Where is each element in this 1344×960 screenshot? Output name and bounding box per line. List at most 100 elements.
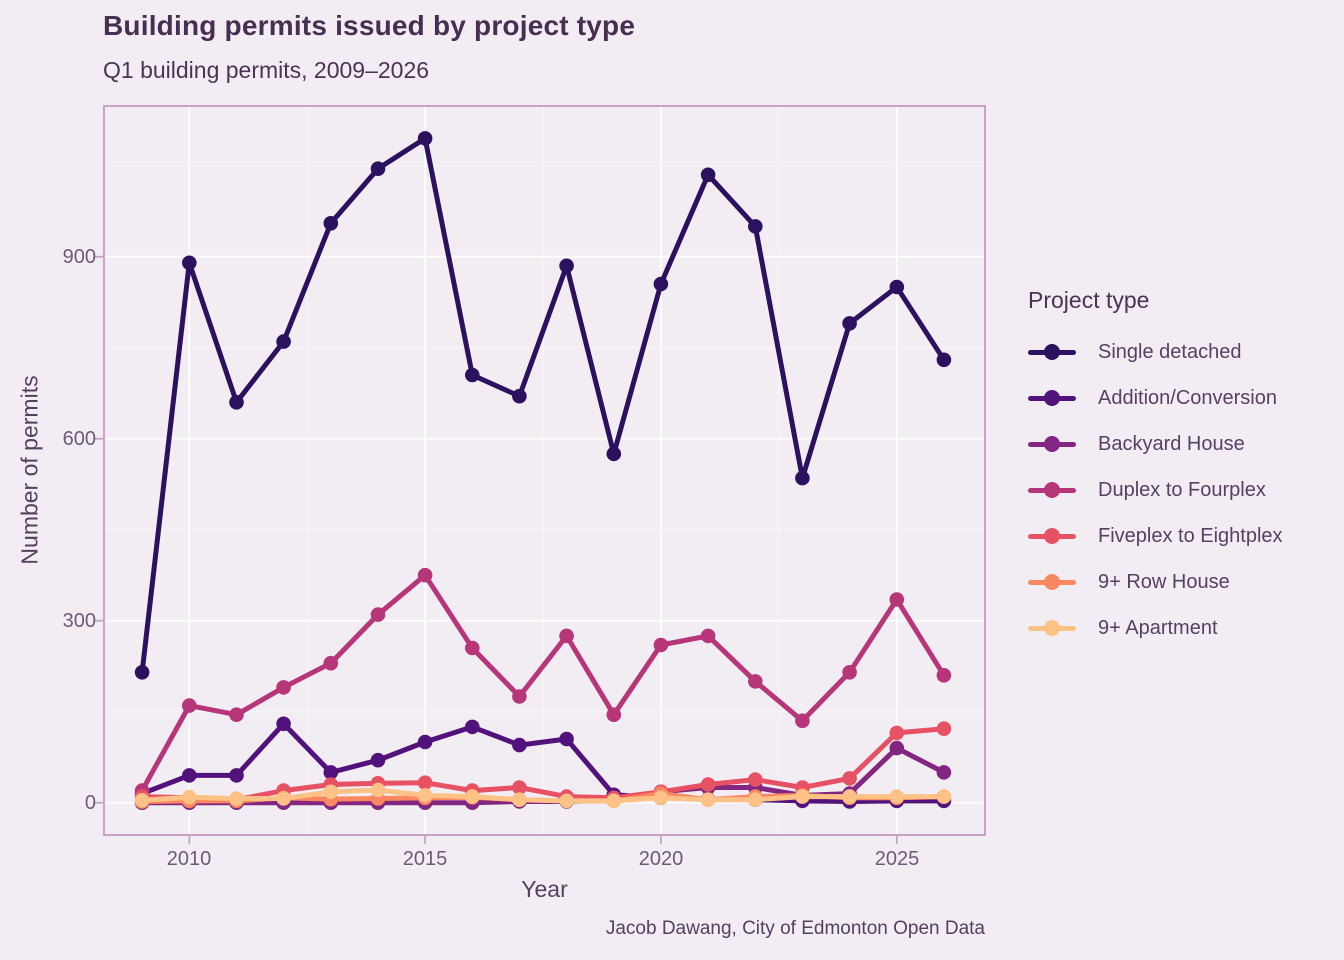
x-tick-label-2010: 2010 xyxy=(166,848,212,870)
data-point xyxy=(229,707,244,722)
data-point xyxy=(417,567,433,583)
data-point xyxy=(653,790,669,806)
y-tick-label-600: 600 xyxy=(62,428,96,450)
legend-dot-icon xyxy=(1044,528,1060,544)
data-point xyxy=(889,725,905,741)
data-point xyxy=(323,784,339,800)
data-point xyxy=(229,791,244,806)
data-point xyxy=(559,793,574,809)
data-point xyxy=(417,734,433,750)
series-line-9-apartment xyxy=(139,787,947,804)
data-point xyxy=(417,131,433,146)
data-point xyxy=(842,316,857,331)
data-point xyxy=(182,698,197,713)
data-point xyxy=(134,793,150,808)
data-point xyxy=(936,765,952,780)
chart-title: Building permits issued by project type xyxy=(103,10,636,41)
data-point xyxy=(465,640,480,656)
data-point xyxy=(936,721,952,736)
legend-dot-icon xyxy=(1044,482,1060,498)
legend-item-label: Fiveplex to Eightplex xyxy=(1098,524,1283,547)
legend-dot-icon xyxy=(1044,620,1060,636)
data-point xyxy=(748,792,763,807)
legend-item-label: Single detached xyxy=(1098,340,1242,363)
data-point xyxy=(465,719,480,735)
data-point xyxy=(512,780,527,795)
data-point xyxy=(370,161,386,176)
x-tick-label-2025: 2025 xyxy=(874,848,920,870)
data-point xyxy=(276,791,291,806)
data-point xyxy=(606,793,622,809)
data-point xyxy=(417,788,433,803)
series-line-single-detached xyxy=(139,135,947,675)
y-tick-label-900: 900 xyxy=(62,246,96,268)
data-point xyxy=(606,446,622,462)
data-point xyxy=(323,655,339,671)
legend-dot-icon xyxy=(1044,574,1060,590)
data-point xyxy=(700,792,716,807)
legend-key-line-dot-icon xyxy=(1028,344,1076,360)
data-point xyxy=(323,765,339,780)
data-point xyxy=(229,768,244,783)
data-point xyxy=(134,665,150,680)
chart-subtitle: Q1 building permits, 2009–2026 xyxy=(103,57,430,83)
data-point xyxy=(748,772,763,787)
data-point xyxy=(748,674,763,689)
data-point xyxy=(842,771,857,786)
data-point xyxy=(936,668,952,683)
legend-item-label: Addition/Conversion xyxy=(1098,386,1277,409)
panel-border xyxy=(103,105,986,836)
data-point xyxy=(182,255,197,271)
legend-dot-icon xyxy=(1044,390,1060,406)
x-axis-label: Year xyxy=(521,876,568,902)
data-point xyxy=(559,731,574,747)
data-point xyxy=(276,680,291,695)
data-point xyxy=(370,607,386,622)
legend-item-single-detached: Single detached xyxy=(1028,340,1344,364)
data-point xyxy=(795,470,810,486)
legend-item-9plus-row-house: 9+ Row House xyxy=(1028,570,1344,594)
legend-item-duplex-to-fourplex: Duplex to Fourplex xyxy=(1028,478,1344,502)
data-point xyxy=(559,258,574,274)
legend-key-line-dot-icon xyxy=(1028,528,1076,544)
data-point xyxy=(748,219,763,234)
data-point xyxy=(700,167,716,183)
data-point xyxy=(465,367,480,383)
data-point xyxy=(795,713,810,729)
data-point xyxy=(276,716,291,732)
data-point xyxy=(370,752,386,768)
data-point xyxy=(889,279,905,295)
data-point xyxy=(889,740,905,756)
data-point xyxy=(512,388,527,404)
legend-dot-icon xyxy=(1044,436,1060,452)
data-point xyxy=(889,789,905,804)
y-tick-label-0: 0 xyxy=(84,792,96,814)
y-tick-label-300: 300 xyxy=(62,610,96,632)
data-point xyxy=(465,789,480,804)
legend-item-fiveplex-to-eightplex: Fiveplex to Eightplex xyxy=(1028,524,1344,548)
data-point xyxy=(512,737,527,753)
data-point xyxy=(559,628,574,644)
caption: Jacob Dawang, City of Edmonton Open Data xyxy=(605,918,985,939)
legend-item-label: Duplex to Fourplex xyxy=(1098,478,1266,501)
series-line-addition-conversion xyxy=(139,721,947,804)
data-point xyxy=(229,395,244,410)
x-tick-label-2020: 2020 xyxy=(638,848,684,870)
legend-item-backyard-house: Backyard House xyxy=(1028,432,1344,456)
legend-item-addition-conversion: Addition/Conversion xyxy=(1028,386,1344,410)
legend-item-label: 9+ Row House xyxy=(1098,570,1230,593)
legend-key-line-dot-icon xyxy=(1028,390,1076,406)
data-point xyxy=(795,789,810,804)
legend-key-line-dot-icon xyxy=(1028,482,1076,498)
y-axis-label: Number of permits xyxy=(16,375,43,565)
x-tick-label-2015: 2015 xyxy=(402,848,448,870)
data-point xyxy=(653,276,669,292)
legend-item-label: 9+ Apartment xyxy=(1098,616,1218,639)
legend-key-line-dot-icon xyxy=(1028,620,1076,636)
data-point xyxy=(936,789,952,804)
data-point xyxy=(370,782,386,798)
data-point xyxy=(182,768,197,783)
legend-title: Project type xyxy=(1028,287,1150,313)
series-line-fiveplex-to-eightplex xyxy=(139,726,947,803)
